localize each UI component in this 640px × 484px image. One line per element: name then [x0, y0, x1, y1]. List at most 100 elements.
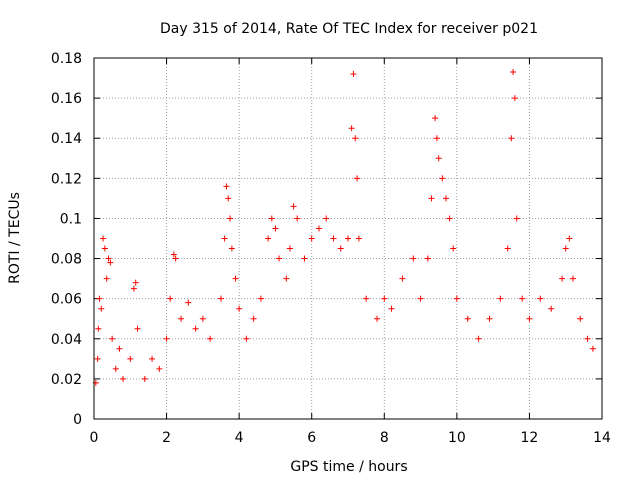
data-point: [223, 183, 230, 190]
data-point: [559, 275, 566, 282]
data-point: [453, 295, 460, 302]
data-point: [584, 335, 591, 342]
data-point: [323, 215, 330, 222]
data-point: [435, 155, 442, 162]
data-point: [221, 235, 228, 242]
data-point: [450, 245, 457, 252]
data-point: [294, 215, 301, 222]
data-point: [526, 315, 533, 322]
x-tick-label: 12: [521, 430, 539, 446]
data-point: [433, 135, 440, 142]
data-point: [107, 259, 114, 266]
y-tick-label: 0.02: [51, 372, 82, 388]
data-point: [134, 325, 141, 332]
data-point: [170, 251, 177, 258]
x-tick-label: 8: [380, 430, 389, 446]
data-point: [225, 195, 232, 202]
data-point: [363, 295, 370, 302]
y-axis-label: ROTI / TECUs: [7, 192, 23, 284]
data-point: [163, 335, 170, 342]
data-point: [132, 279, 139, 286]
y-tick-label: 0.14: [51, 131, 82, 147]
data-point: [428, 195, 435, 202]
data-point: [103, 275, 110, 282]
data-point: [352, 135, 359, 142]
data-point: [232, 275, 239, 282]
data-point: [504, 245, 511, 252]
data-point: [250, 315, 257, 322]
y-tick-label: 0: [73, 412, 82, 428]
data-point: [562, 245, 569, 252]
data-point: [127, 355, 134, 362]
data-point: [268, 215, 275, 222]
data-point: [442, 195, 449, 202]
data-point: [569, 275, 576, 282]
data-point: [399, 275, 406, 282]
data-point: [98, 305, 105, 312]
data-point: [330, 235, 337, 242]
data-point: [354, 175, 361, 182]
data-point: [566, 235, 573, 242]
data-points: [92, 69, 596, 386]
y-tick-label: 0.1: [60, 211, 82, 227]
data-point: [475, 335, 482, 342]
data-point: [265, 235, 272, 242]
data-point: [227, 215, 234, 222]
data-point: [192, 325, 199, 332]
data-point: [348, 125, 355, 132]
data-point: [417, 295, 424, 302]
data-point: [105, 255, 112, 262]
y-tick-label: 0.18: [51, 51, 82, 67]
data-point: [141, 375, 148, 382]
data-point: [236, 305, 243, 312]
data-point: [510, 69, 517, 76]
data-point: [199, 315, 206, 322]
data-point: [228, 245, 235, 252]
data-point: [243, 335, 250, 342]
data-point: [308, 235, 315, 242]
data-point: [257, 295, 264, 302]
data-point: [589, 345, 596, 352]
data-point: [156, 365, 163, 372]
y-tick-label: 0.16: [51, 91, 82, 107]
data-point: [439, 175, 446, 182]
chart-title: Day 315 of 2014, Rate Of TEC Index for r…: [160, 21, 538, 37]
y-tick-label: 0.12: [51, 171, 82, 187]
data-point: [410, 255, 417, 262]
plot-frame: [93, 57, 603, 420]
data-point: [96, 295, 103, 302]
data-point: [388, 305, 395, 312]
data-point: [355, 235, 362, 242]
data-point: [185, 299, 192, 306]
data-point: [548, 305, 555, 312]
data-point: [167, 295, 174, 302]
data-point: [464, 315, 471, 322]
data-point: [112, 365, 119, 372]
x-tick-label: 4: [235, 430, 244, 446]
data-point: [350, 71, 357, 78]
data-point: [218, 295, 224, 302]
data-point: [497, 295, 504, 302]
data-point: [374, 315, 381, 322]
data-point: [283, 275, 290, 282]
data-point: [172, 255, 179, 262]
x-tick-label: 2: [162, 430, 171, 446]
data-point: [94, 355, 101, 362]
x-axis-label: GPS time / hours: [290, 459, 407, 475]
data-point: [100, 235, 107, 242]
data-point: [508, 135, 515, 142]
data-point: [149, 355, 156, 362]
x-tick-label: 14: [593, 430, 611, 446]
data-point: [178, 315, 185, 322]
data-point: [537, 295, 544, 302]
data-point: [95, 325, 102, 332]
data-point: [381, 295, 388, 302]
data-point: [120, 375, 127, 382]
axis-ticks: 0 2 4 6 8 10 12 14 0 0.02 0.04 0.06 0.08 0.1 0.12 0.14 0…: [51, 51, 611, 446]
x-tick-label: 0: [90, 430, 99, 446]
data-point: [116, 345, 123, 352]
data-point: [513, 215, 520, 222]
data-point: [101, 245, 108, 252]
